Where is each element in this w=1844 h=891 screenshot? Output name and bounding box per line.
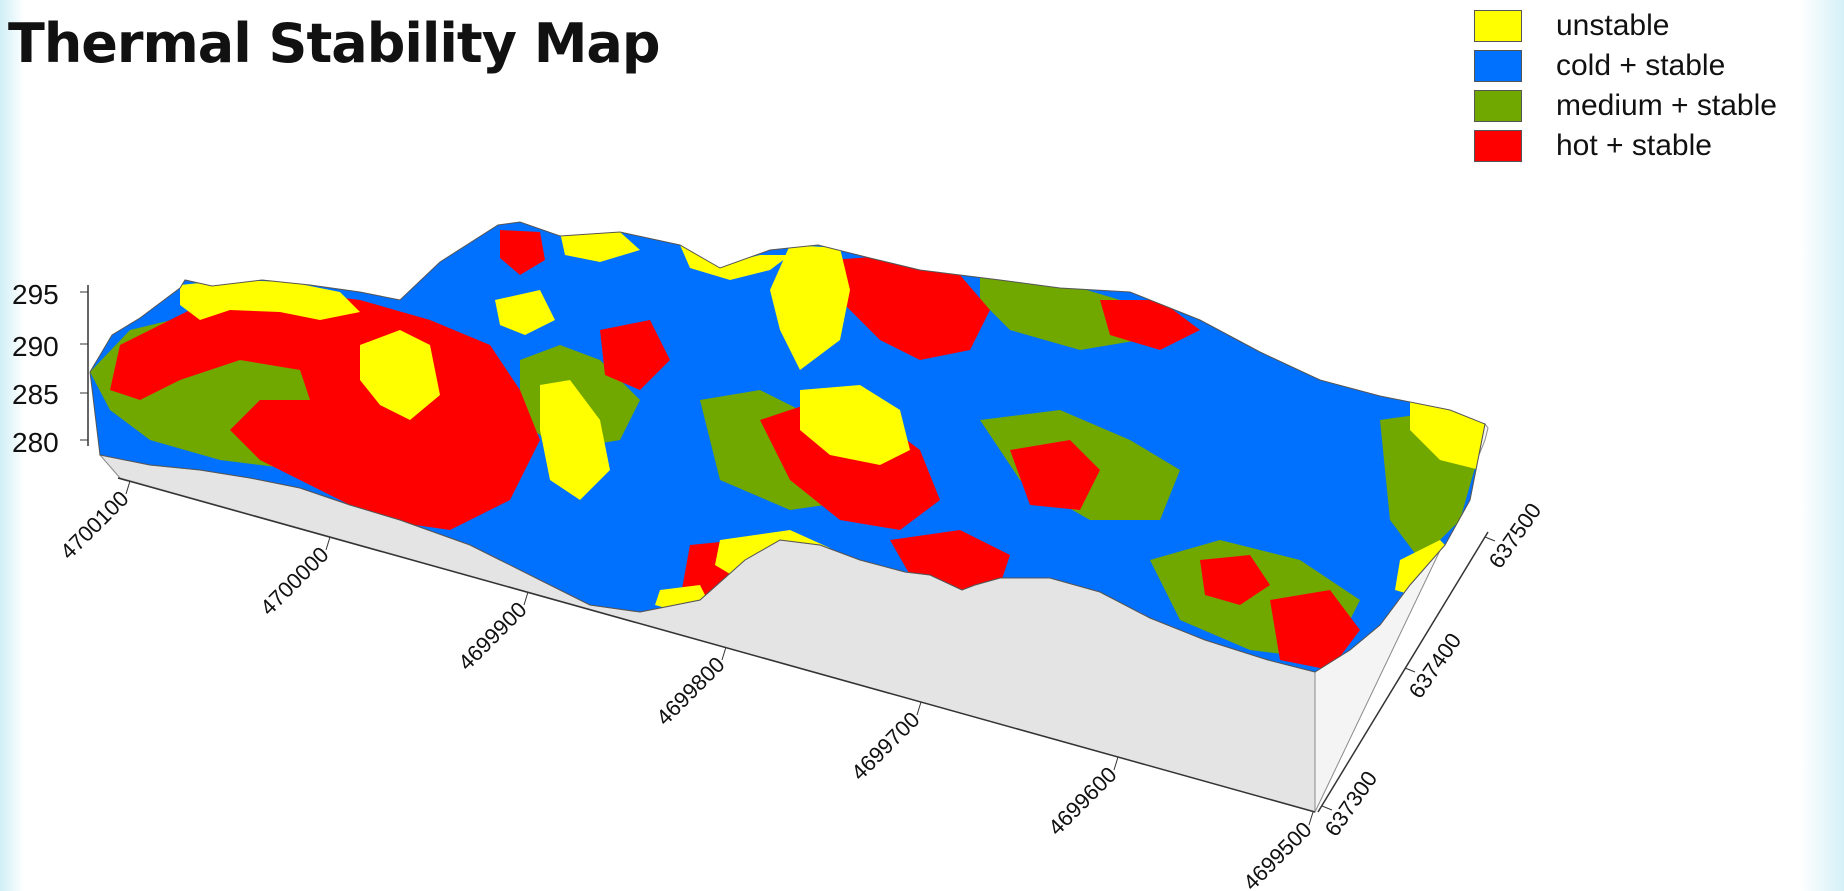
northing-tick-label: 4699600 <box>1043 762 1121 840</box>
legend-item-cold-stable: cold + stable <box>1474 46 1777 86</box>
zone-hot <box>830 255 990 360</box>
zone-unstable <box>540 380 610 500</box>
legend-swatch-unstable <box>1474 10 1522 42</box>
zone-unstable <box>800 385 910 465</box>
easting-axis-tick <box>1484 536 1496 542</box>
legend-label-hot-stable: hot + stable <box>1556 129 1712 162</box>
legend: unstable cold + stable medium + stable h… <box>1474 6 1777 166</box>
zone-hot <box>1100 300 1200 350</box>
northing-tick-label: 4700100 <box>55 486 133 564</box>
zone-unstable <box>360 330 440 420</box>
z-tick-label: 290 <box>12 331 59 362</box>
legend-item-hot-stable: hot + stable <box>1474 126 1777 166</box>
easting-tick-label: 637400 <box>1404 628 1467 702</box>
zone-unstable <box>495 290 555 335</box>
northing-tick-label: 4700000 <box>255 542 333 620</box>
easting-tick-label: 637500 <box>1484 498 1547 572</box>
easting-axis-tick <box>1404 667 1416 673</box>
z-tick-label: 295 <box>12 279 59 310</box>
z-tick-label: 285 <box>12 379 59 410</box>
northing-axis-tick <box>916 701 922 716</box>
zone-hot <box>110 290 540 530</box>
easting-axis-tick <box>1321 805 1333 811</box>
zone-unstable <box>560 232 640 262</box>
northing-axis-tick <box>325 536 331 551</box>
legend-swatch-hot-stable <box>1474 130 1522 162</box>
zone-hot <box>500 230 545 275</box>
northing-tick-label: 4699500 <box>1238 817 1316 891</box>
zone-hot <box>1270 590 1360 670</box>
easting-axis-line <box>1317 531 1489 813</box>
northing-axis-tick <box>523 591 529 606</box>
legend-swatch-medium-stable <box>1474 90 1522 122</box>
northing-axis-tick <box>721 646 727 661</box>
legend-label-medium-stable: medium + stable <box>1556 89 1777 122</box>
legend-swatch-cold-stable <box>1474 50 1522 82</box>
map-title: Thermal Stability Map <box>8 12 661 75</box>
legend-label-unstable: unstable <box>1556 9 1670 42</box>
zone-unstable <box>770 245 850 370</box>
northing-axis-tick <box>125 480 131 495</box>
surface-outline <box>89 221 1486 673</box>
legend-item-unstable: unstable <box>1474 6 1777 46</box>
legend-label-cold-stable: cold + stable <box>1556 49 1726 82</box>
northing-axis-tick <box>1113 756 1119 771</box>
northing-tick-label: 4699900 <box>453 597 531 675</box>
northing-tick-label: 4699800 <box>651 652 729 730</box>
zone-unstable <box>180 280 360 320</box>
legend-item-medium-stable: medium + stable <box>1474 86 1777 126</box>
northing-tick-label: 4699700 <box>846 707 924 785</box>
zone-hot <box>1010 440 1100 510</box>
z-tick-label: 280 <box>12 427 59 458</box>
zone-hot <box>600 320 670 390</box>
northing-axis-line <box>117 477 1316 813</box>
zone-medium <box>980 270 1140 350</box>
northing-axis-tick <box>1308 811 1314 826</box>
zone-hot <box>1200 555 1270 605</box>
